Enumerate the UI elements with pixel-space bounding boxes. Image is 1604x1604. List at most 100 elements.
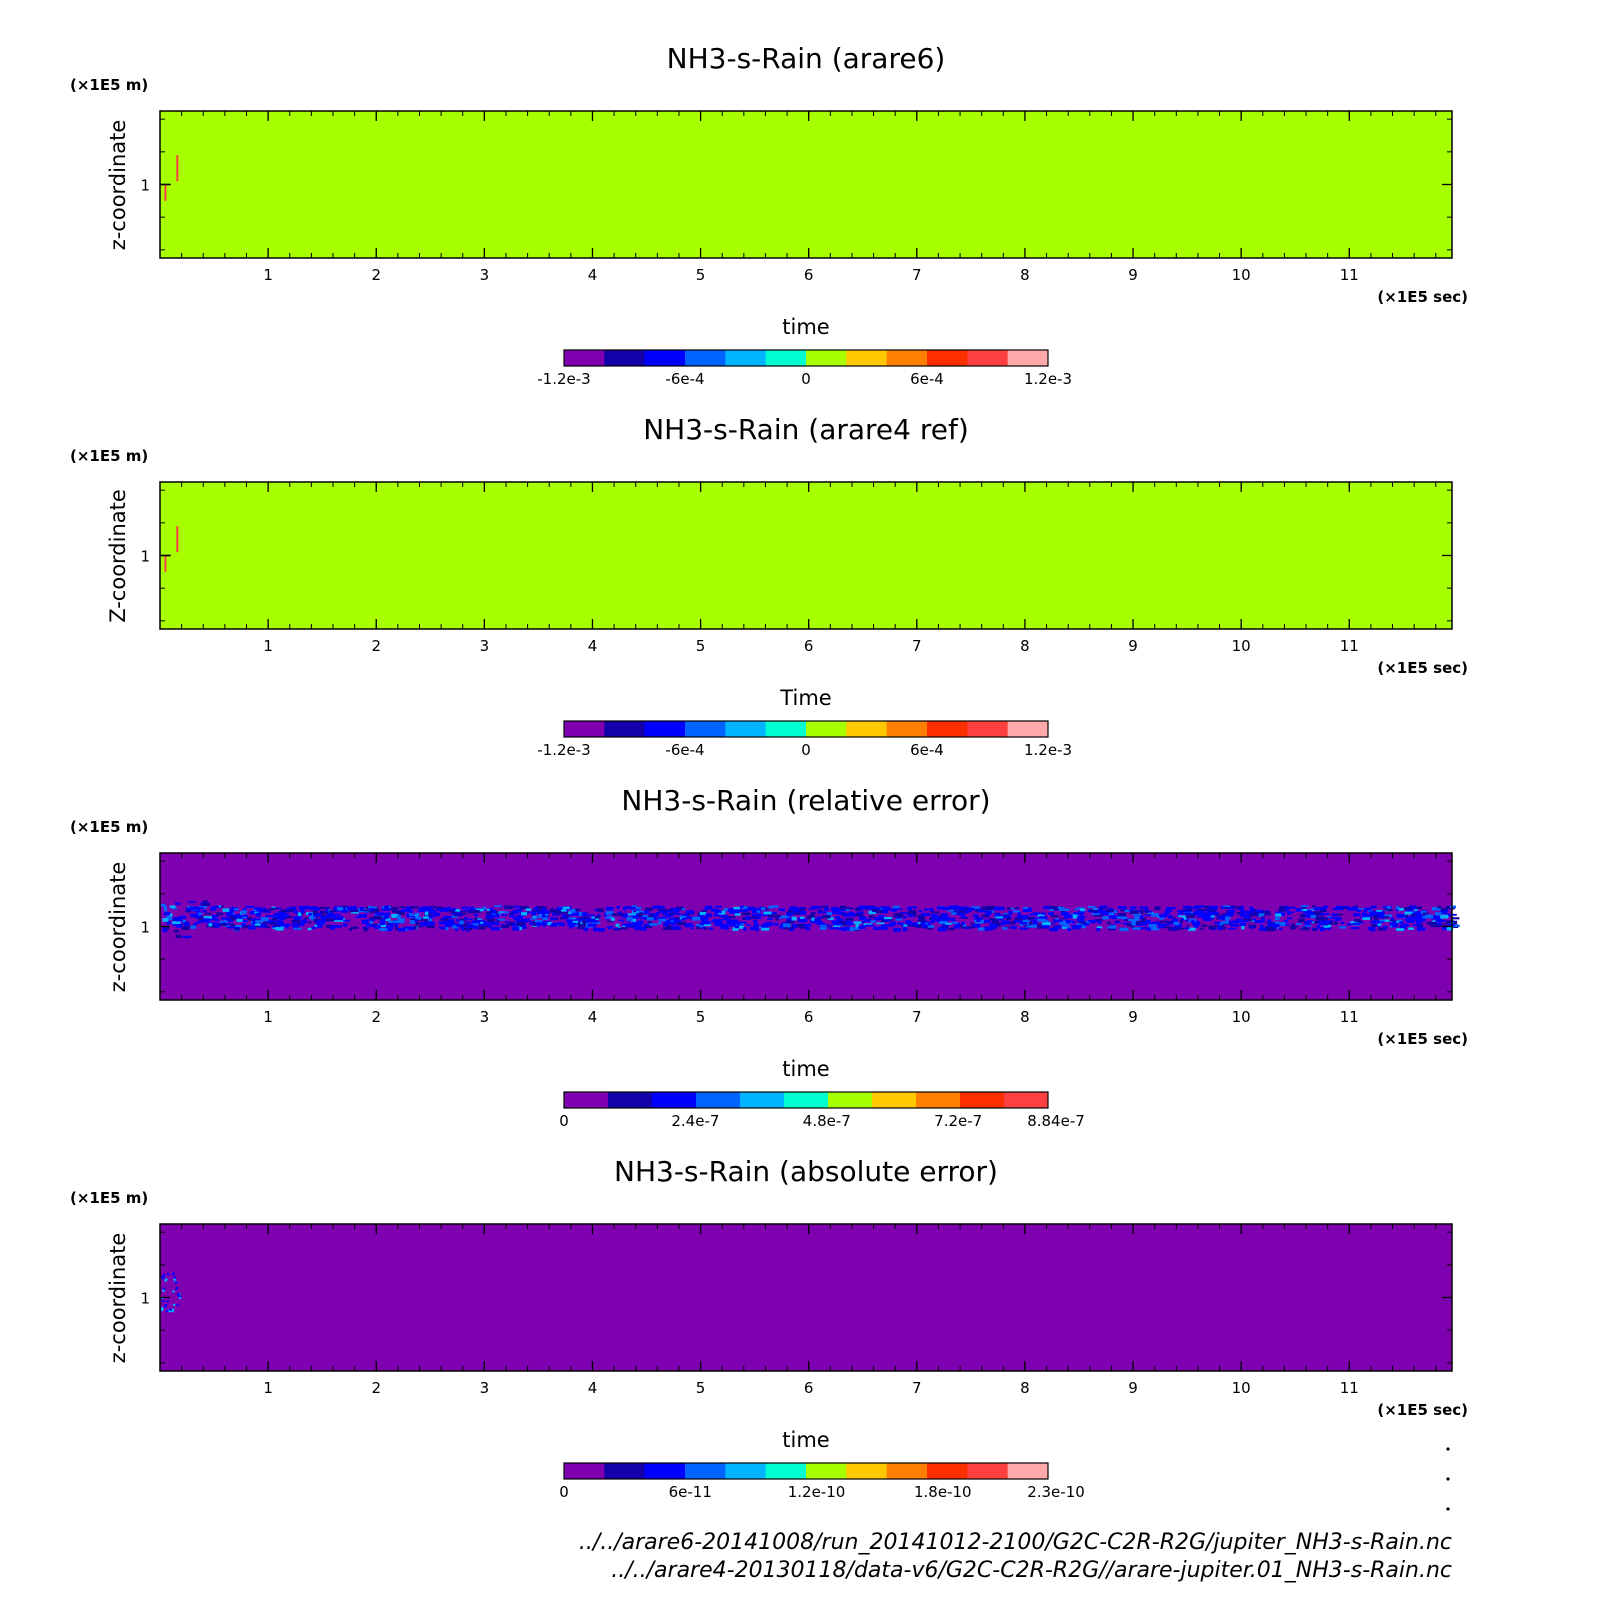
colorbar-swatch [886, 721, 928, 737]
heatmap-cell [1029, 921, 1033, 925]
heatmap-cell [1275, 913, 1283, 917]
heatmap-cell [1248, 911, 1253, 915]
heatmap-cell [459, 918, 467, 922]
heatmap-cell [577, 921, 581, 924]
heatmap-cell [291, 920, 301, 923]
heatmap-cell [563, 917, 569, 919]
heatmap-cell [1368, 910, 1374, 913]
heatmap-cell [848, 913, 858, 917]
heatmap-cell [520, 906, 529, 910]
heatmap-cell [840, 905, 847, 910]
heatmap-cell [968, 926, 975, 929]
heatmap-cell [673, 917, 682, 921]
heatmap-cell [1185, 912, 1191, 915]
heatmap-cell [761, 927, 770, 931]
heatmap-cell [1022, 919, 1030, 923]
heatmap-cell [215, 912, 224, 916]
heatmap-cell [1060, 912, 1069, 916]
heatmap-cell [517, 914, 525, 917]
heatmap-cell [837, 911, 845, 915]
heatmap-cell [1295, 908, 1301, 912]
heatmap-cell [504, 921, 510, 923]
heatmap-cell [1399, 924, 1406, 928]
heatmap-cell [719, 915, 729, 918]
heatmap-cell [806, 915, 816, 920]
heatmap-cell [1411, 912, 1416, 915]
heatmap-cell [542, 917, 548, 920]
heatmap-cell [1182, 915, 1187, 920]
heatmap-cell [485, 925, 489, 928]
heatmap-cell [1013, 910, 1020, 913]
heatmap-cell [1255, 921, 1263, 924]
heatmap-cell [389, 923, 394, 926]
heatmap-cell [1141, 917, 1146, 922]
heatmap-cell [254, 907, 263, 910]
x-tick-label: 9 [1128, 1008, 1138, 1026]
colorbar-swatch [564, 721, 605, 737]
heatmap-cell [867, 906, 876, 910]
marker-dot [1446, 1447, 1450, 1451]
heatmap-cell [490, 914, 500, 918]
heatmap-cell [981, 908, 989, 911]
heatmap-cell [951, 921, 959, 924]
heatmap-cell [1177, 910, 1181, 912]
heatmap-cell [847, 907, 854, 910]
heatmap-cell [470, 906, 474, 910]
heatmap-cell [1007, 907, 1011, 910]
heatmap-cell [297, 912, 302, 917]
heatmap-cell [1187, 913, 1196, 917]
heatmap-cell [1267, 919, 1272, 924]
heatmap-cell [1168, 927, 1173, 932]
heatmap-cell [1253, 912, 1260, 916]
heatmap-cell [990, 924, 997, 928]
heatmap-cell [163, 906, 168, 910]
heatmap-cell [699, 922, 705, 926]
heatmap-cell [714, 920, 723, 925]
colorbar-tick-label: -1.2e-3 [537, 741, 590, 759]
heatmap-cell [742, 906, 749, 910]
heatmap-cell [631, 924, 639, 929]
heatmap-cell [835, 916, 840, 919]
colorbar-frame [563, 349, 1049, 367]
heatmap-cell [1410, 914, 1417, 917]
heatmap-cell [1351, 906, 1358, 910]
heatmap-cell [915, 924, 922, 929]
heatmap-cell [272, 917, 278, 921]
heatmap-cell [1111, 916, 1116, 920]
x-tick-label: 2 [371, 1379, 381, 1397]
heatmap-cell [836, 919, 843, 923]
heatmap-cell [994, 915, 998, 918]
heatmap-cell [293, 927, 302, 930]
heatmap-cell [947, 927, 955, 931]
heatmap-cell [971, 906, 980, 910]
heatmap-cell [1194, 905, 1201, 909]
heatmap-cell [649, 923, 658, 926]
heatmap-cell [162, 929, 167, 933]
heatmap-cell [1405, 910, 1414, 913]
heatmap-cell [1077, 924, 1082, 928]
heatmap-cell [627, 913, 636, 916]
heatmap-cell [1197, 915, 1204, 918]
heatmap-cell [226, 918, 233, 921]
heatmap-cell [555, 912, 562, 915]
heatmap-cell [1208, 905, 1218, 910]
heatmap-cell [955, 923, 961, 926]
heatmap-cell [751, 915, 760, 919]
x-tick-label: 11 [1340, 1379, 1359, 1397]
heatmap-cell [379, 927, 388, 931]
heatmap-cell [521, 926, 527, 929]
heatmap-cell [1320, 908, 1327, 911]
heatmap-cell [241, 922, 247, 927]
heatmap-cell [1039, 916, 1048, 920]
heatmap-cell [526, 911, 535, 913]
heatmap-cell [723, 908, 729, 911]
heatmap-cell [418, 907, 425, 910]
heatmap-cell [848, 911, 854, 914]
heatmap-cell [753, 919, 758, 923]
heatmap-cell [874, 917, 880, 921]
heatmap-cell [488, 922, 495, 925]
heatmap-cell [532, 909, 541, 913]
heatmap-cell [855, 923, 860, 928]
heatmap-cell [463, 909, 469, 912]
heatmap-cell [162, 1276, 165, 1278]
